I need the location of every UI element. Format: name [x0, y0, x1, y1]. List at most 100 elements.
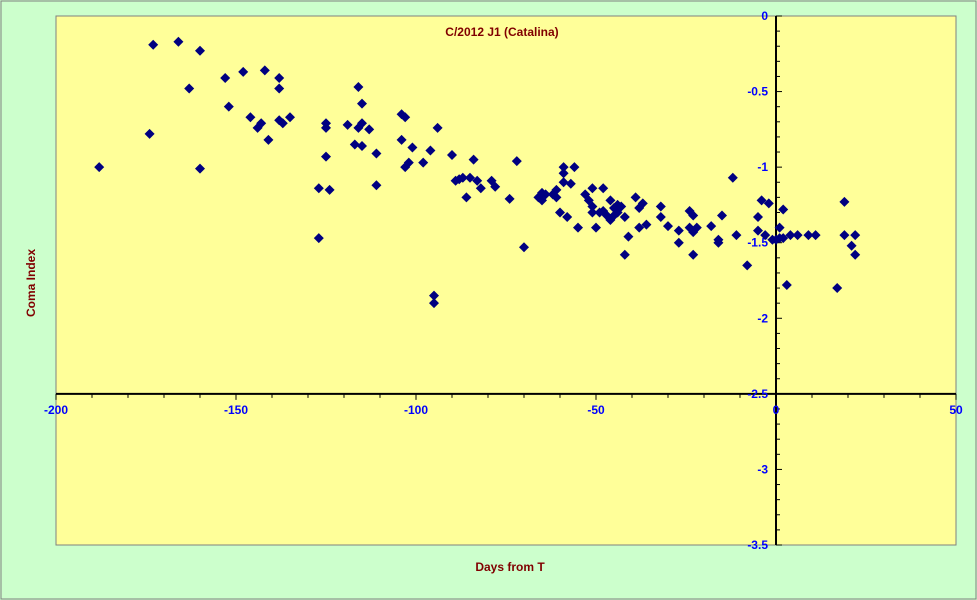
- x-tick-label: -100: [404, 403, 428, 417]
- data-point: [731, 230, 742, 241]
- data-point: [551, 184, 562, 195]
- data-point: [846, 240, 857, 251]
- tick-labels: -200 -150 -100 -50 0 50 0 -0.5 -1 -1.5 -2 -2.5 -3 -3.…: [44, 9, 963, 552]
- x-axis-label: Days from T: [475, 560, 545, 574]
- data-point: [519, 242, 529, 253]
- data-point: [357, 118, 367, 129]
- data-point: [558, 177, 569, 188]
- y-tick-label: -1.5: [747, 236, 768, 250]
- data-point: [637, 198, 648, 209]
- x-tick-label: 50: [949, 403, 963, 417]
- data-point: [403, 157, 414, 168]
- data-point: [429, 290, 439, 301]
- chart-title: C/2012 J1 (Catalina): [445, 25, 558, 39]
- data-point: [691, 222, 702, 233]
- data-point: [778, 204, 789, 215]
- data-point: [504, 193, 515, 204]
- data-point: [511, 156, 522, 167]
- y-tick-label: -2: [757, 311, 768, 325]
- data-point: [839, 230, 850, 241]
- data-point: [727, 172, 738, 183]
- data-point: [778, 233, 789, 244]
- data-point: [353, 82, 364, 93]
- data-point: [461, 192, 472, 203]
- data-point: [713, 234, 724, 245]
- data-point: [432, 122, 443, 133]
- data-point: [429, 298, 439, 309]
- data-point: [555, 207, 565, 218]
- data-point: [324, 184, 335, 195]
- y-tick-label: -2.5: [747, 387, 768, 401]
- data-point: [407, 142, 418, 153]
- data-point: [587, 183, 598, 194]
- data-point: [551, 192, 562, 203]
- data-point: [742, 260, 753, 271]
- data-point: [641, 219, 652, 230]
- data-point: [623, 231, 634, 242]
- data-point: [173, 36, 184, 47]
- data-point: [313, 233, 324, 244]
- data-point: [357, 140, 367, 151]
- x-tick-label: -50: [587, 403, 605, 417]
- data-point: [144, 128, 155, 139]
- data-point: [706, 221, 717, 232]
- data-point: [447, 150, 457, 161]
- data-point: [418, 157, 429, 168]
- data-point: [781, 280, 792, 291]
- data-point: [753, 212, 763, 223]
- data-point: [587, 207, 598, 218]
- data-point: [263, 134, 274, 145]
- y-tick-label: -3.5: [747, 538, 768, 552]
- data-point: [195, 163, 205, 174]
- data-point: [468, 154, 479, 165]
- data-point: [850, 249, 861, 260]
- data-point: [457, 172, 468, 183]
- data-point: [655, 212, 666, 223]
- data-point: [562, 212, 573, 223]
- y-axis-label: Coma Index: [24, 249, 38, 317]
- data-point: [634, 222, 645, 233]
- data-point: [94, 162, 105, 173]
- data-point: [475, 183, 486, 194]
- data-point: [490, 181, 501, 192]
- data-point: [850, 230, 861, 241]
- data-point: [349, 139, 360, 150]
- data-point: [277, 118, 288, 129]
- data-point: [753, 225, 763, 236]
- data-point: [763, 198, 774, 209]
- data-point: [321, 151, 331, 162]
- data-point: [274, 72, 285, 83]
- data-point: [760, 230, 771, 241]
- data-point: [832, 283, 843, 294]
- data-point: [220, 72, 231, 83]
- data-point: [673, 225, 684, 236]
- x-tick-label: 0: [773, 403, 780, 417]
- y-tick-label: -0.5: [747, 85, 768, 99]
- data-point: [573, 222, 583, 233]
- data-point: [371, 148, 382, 159]
- data-point: [558, 168, 569, 179]
- data-point: [630, 192, 641, 203]
- data-point: [663, 221, 673, 232]
- data-point: [321, 122, 331, 133]
- data-point: [619, 212, 630, 223]
- data-point: [184, 83, 195, 94]
- data-point: [792, 230, 803, 241]
- data-point: [785, 230, 796, 241]
- data-points: [94, 36, 861, 309]
- data-point: [371, 180, 382, 191]
- data-point: [285, 112, 295, 123]
- data-point: [465, 172, 475, 183]
- data-point: [357, 98, 367, 109]
- data-point: [673, 237, 684, 248]
- data-point: [774, 222, 785, 233]
- data-point: [756, 195, 767, 206]
- data-point: [425, 145, 436, 156]
- data-point: [342, 119, 353, 130]
- data-point: [717, 210, 727, 221]
- data-point: [591, 222, 601, 233]
- x-tick-label: -150: [224, 403, 248, 417]
- data-point: [688, 249, 699, 260]
- axes: [55, 15, 957, 546]
